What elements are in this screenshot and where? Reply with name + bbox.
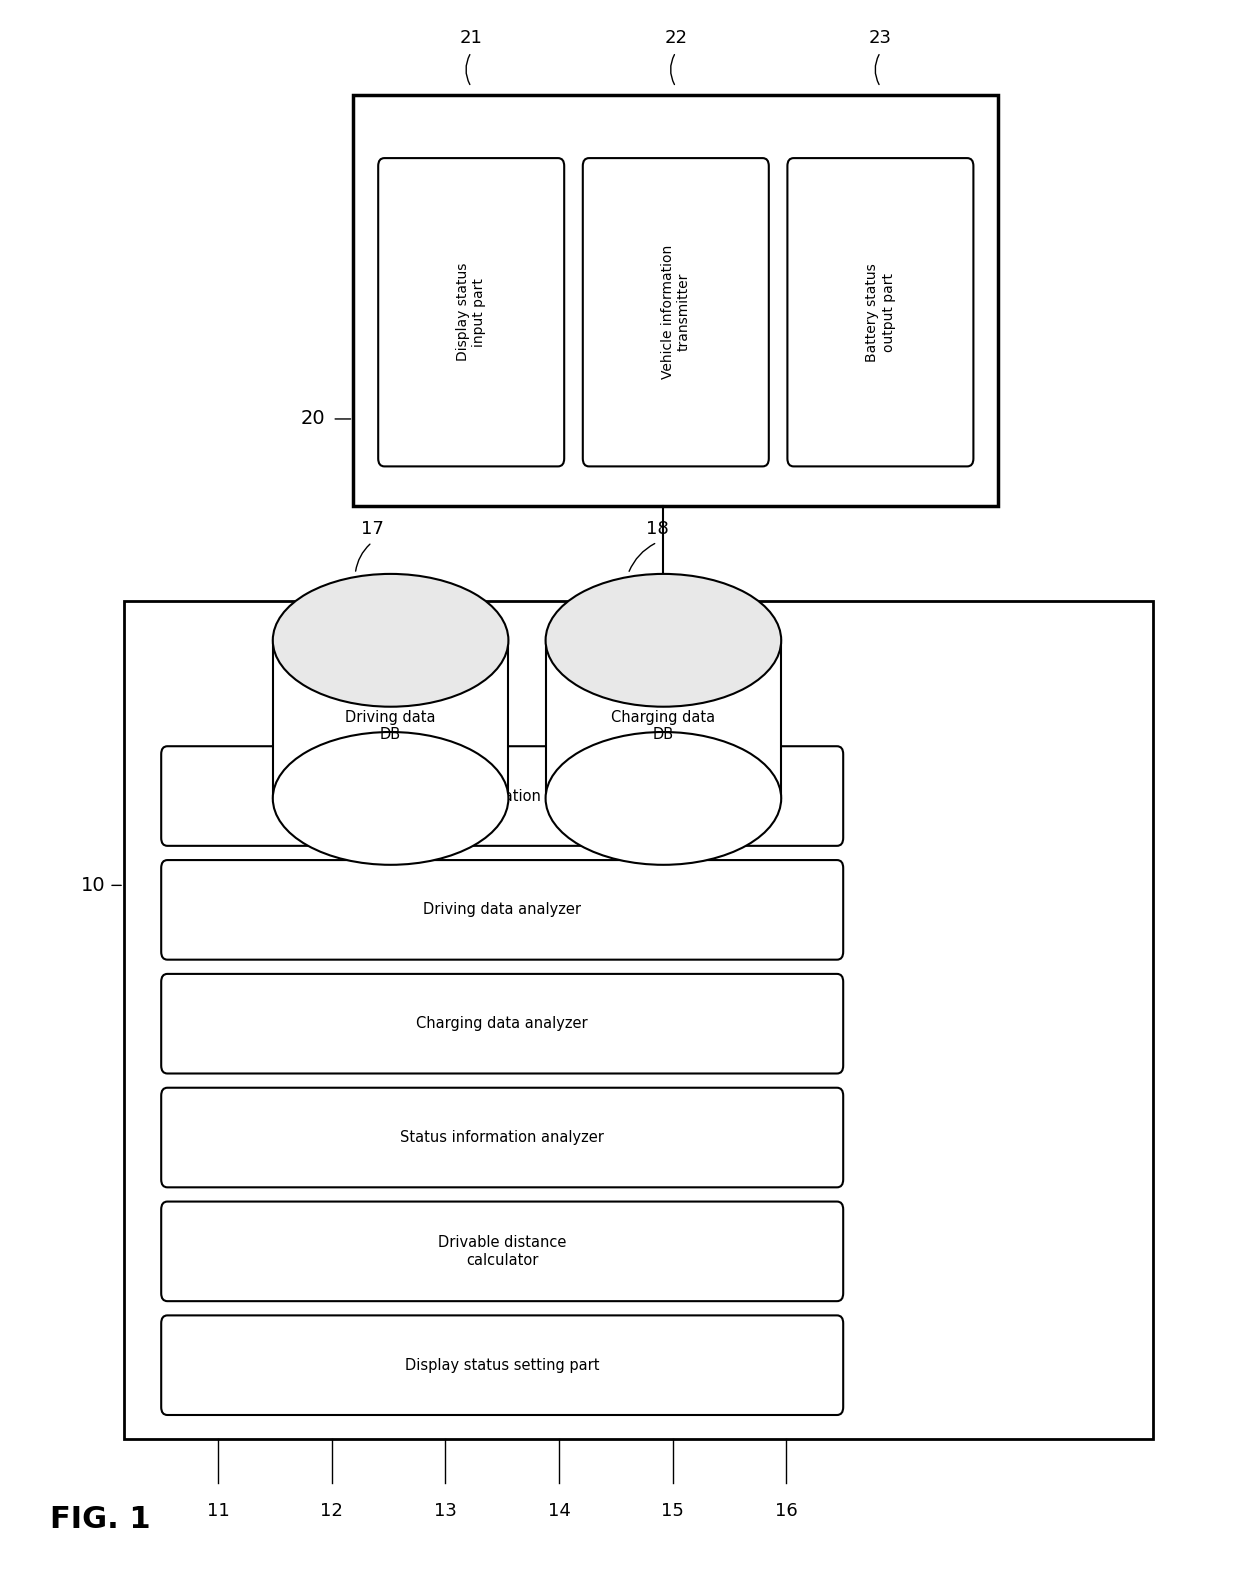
FancyBboxPatch shape xyxy=(161,746,843,846)
Text: 12: 12 xyxy=(320,1502,343,1519)
Text: Charging data analyzer: Charging data analyzer xyxy=(417,1017,588,1031)
Text: Display status setting part: Display status setting part xyxy=(405,1358,599,1372)
FancyBboxPatch shape xyxy=(378,158,564,466)
Bar xyxy=(546,640,781,798)
Text: Driving data analyzer: Driving data analyzer xyxy=(423,903,582,917)
FancyBboxPatch shape xyxy=(161,974,843,1073)
FancyBboxPatch shape xyxy=(787,158,973,466)
Text: 22: 22 xyxy=(665,30,687,47)
Text: Driving data
DB: Driving data DB xyxy=(346,710,435,741)
Text: Drivable distance
calculator: Drivable distance calculator xyxy=(438,1235,567,1268)
FancyBboxPatch shape xyxy=(161,1202,843,1301)
Text: 16: 16 xyxy=(775,1502,797,1519)
Text: 11: 11 xyxy=(207,1502,229,1519)
Text: Charging data
DB: Charging data DB xyxy=(611,710,715,741)
Text: FIG. 1: FIG. 1 xyxy=(50,1505,150,1534)
Text: Battery status
output part: Battery status output part xyxy=(866,262,895,362)
Text: 15: 15 xyxy=(661,1502,684,1519)
Text: 21: 21 xyxy=(460,30,482,47)
Text: Vehicle information receiver: Vehicle information receiver xyxy=(399,789,605,803)
Text: 17: 17 xyxy=(361,520,383,538)
FancyBboxPatch shape xyxy=(161,1315,843,1415)
Text: 23: 23 xyxy=(869,30,892,47)
Bar xyxy=(273,640,508,798)
FancyBboxPatch shape xyxy=(161,1088,843,1187)
Ellipse shape xyxy=(546,732,781,865)
Text: 14: 14 xyxy=(548,1502,570,1519)
Bar xyxy=(353,95,998,506)
Text: 18: 18 xyxy=(646,520,668,538)
Text: Display status
input part: Display status input part xyxy=(456,262,486,362)
Ellipse shape xyxy=(546,574,781,707)
Text: 10: 10 xyxy=(81,876,105,895)
Text: 20: 20 xyxy=(300,409,325,428)
Text: 13: 13 xyxy=(434,1502,456,1519)
Ellipse shape xyxy=(273,732,508,865)
Text: Vehicle information
transmitter: Vehicle information transmitter xyxy=(661,245,691,379)
FancyBboxPatch shape xyxy=(161,860,843,960)
Ellipse shape xyxy=(273,574,508,707)
FancyBboxPatch shape xyxy=(583,158,769,466)
Bar xyxy=(124,601,1153,1439)
Text: Status information analyzer: Status information analyzer xyxy=(401,1130,604,1145)
